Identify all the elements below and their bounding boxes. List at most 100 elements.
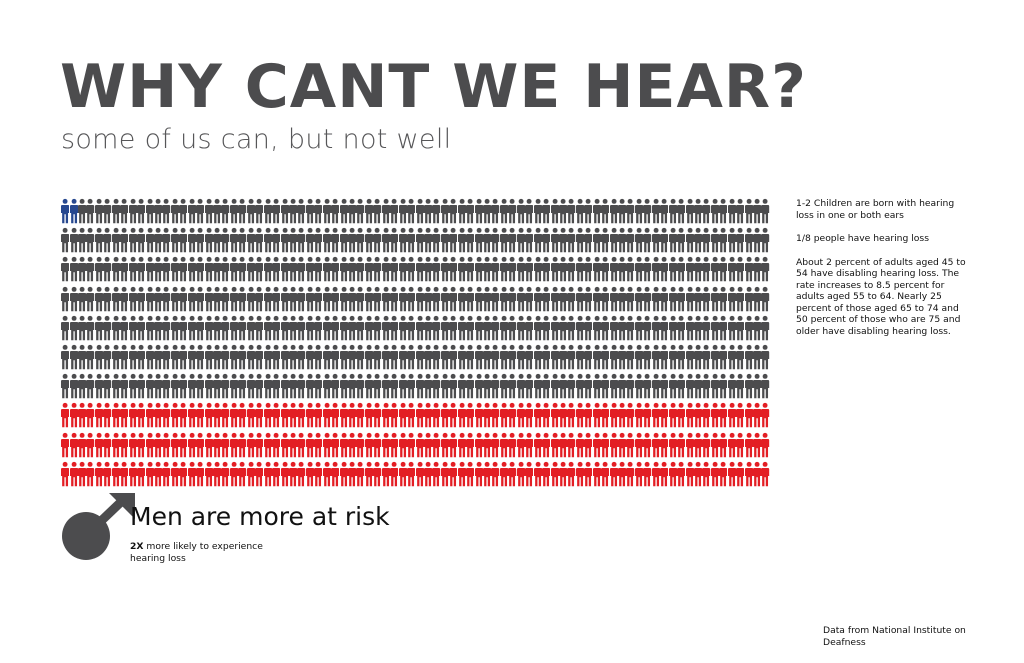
person-icon: [634, 461, 644, 490]
person-icon: [356, 432, 365, 461]
person-icon: [727, 227, 736, 256]
person-icon: [145, 286, 154, 315]
person-icon: [339, 227, 348, 256]
person-icon: [213, 432, 222, 461]
person-icon: [398, 344, 407, 373]
person-icon: [592, 461, 601, 490]
person-icon: [348, 286, 357, 315]
person-icon: [702, 286, 711, 315]
person-icon: [94, 286, 104, 315]
person-icon: [170, 256, 179, 285]
person-icon: [516, 315, 525, 344]
person-icon: [558, 256, 568, 285]
person-icon: [415, 286, 424, 315]
person-icon: [364, 461, 374, 490]
person-icon: [94, 402, 104, 431]
person-icon: [618, 227, 627, 256]
person-icon: [575, 315, 584, 344]
person-icon: [145, 402, 154, 431]
person-icon: [137, 286, 146, 315]
person-icon: [162, 402, 171, 431]
person-icon: [668, 432, 677, 461]
person-icon: [474, 344, 483, 373]
person-icon: [584, 344, 593, 373]
person-icon: [103, 402, 112, 431]
person-icon: [601, 315, 610, 344]
person-icon: [145, 344, 154, 373]
person-icon: [736, 256, 745, 285]
person-icon: [685, 198, 694, 227]
stats-panel: 1-2 Children are born with hearing loss …: [796, 198, 966, 349]
person-icon: [331, 432, 340, 461]
person-icon: [710, 286, 719, 315]
person-icon: [499, 227, 509, 256]
person-icon: [356, 373, 365, 402]
person-icon: [466, 227, 475, 256]
person-icon: [272, 402, 281, 431]
person-icon: [153, 227, 163, 256]
person-icon: [288, 198, 298, 227]
person-icon: [238, 315, 247, 344]
person-icon: [86, 344, 95, 373]
person-icon: [331, 461, 340, 490]
person-icon: [499, 402, 509, 431]
person-icon: [719, 344, 728, 373]
person-icon: [575, 198, 584, 227]
person-icon: [238, 344, 247, 373]
person-icon: [727, 432, 736, 461]
person-icon: [710, 315, 719, 344]
person-icon: [94, 344, 104, 373]
person-icon: [390, 286, 399, 315]
person-icon: [179, 432, 188, 461]
person-icon: [69, 373, 78, 402]
person-icon: [61, 344, 70, 373]
person-icon: [179, 315, 188, 344]
person-icon: [727, 256, 736, 285]
person-icon: [398, 315, 407, 344]
person-icon: [356, 198, 365, 227]
person-icon: [415, 315, 424, 344]
person-icon: [440, 315, 449, 344]
person-icon: [736, 344, 745, 373]
person-icon: [440, 373, 449, 402]
person-icon: [407, 286, 416, 315]
person-icon: [601, 461, 610, 490]
person-icon: [626, 227, 635, 256]
person-icon: [516, 198, 525, 227]
person-icon: [314, 286, 323, 315]
person-icon: [297, 286, 306, 315]
person-icon: [204, 198, 213, 227]
person-icon: [516, 461, 525, 490]
person-icon: [170, 461, 179, 490]
person-icon: [229, 432, 239, 461]
person-icon: [491, 344, 500, 373]
person-icon: [601, 198, 610, 227]
person-icon: [187, 198, 196, 227]
person-icon: [137, 227, 146, 256]
person-icon: [634, 198, 644, 227]
person-icon: [187, 461, 196, 490]
person-icon: [525, 198, 534, 227]
person-icon: [61, 315, 70, 344]
person-icon: [415, 402, 424, 431]
person-icon: [229, 256, 239, 285]
person-icon: [128, 286, 137, 315]
person-icon: [356, 227, 365, 256]
person-icon: [221, 373, 230, 402]
person-icon: [348, 198, 357, 227]
person-icon: [213, 373, 222, 402]
person-icon: [710, 432, 719, 461]
person-icon: [660, 402, 669, 431]
person-icon: [415, 198, 424, 227]
person-icon: [466, 286, 475, 315]
person-icon: [229, 402, 239, 431]
person-icon: [753, 227, 762, 256]
person-icon: [457, 286, 466, 315]
person-icon: [94, 315, 104, 344]
person-icon: [288, 315, 298, 344]
person-icon: [491, 432, 500, 461]
person-icon: [111, 227, 120, 256]
person-icon: [390, 344, 399, 373]
person-icon: [668, 461, 677, 490]
person-icon: [196, 198, 205, 227]
